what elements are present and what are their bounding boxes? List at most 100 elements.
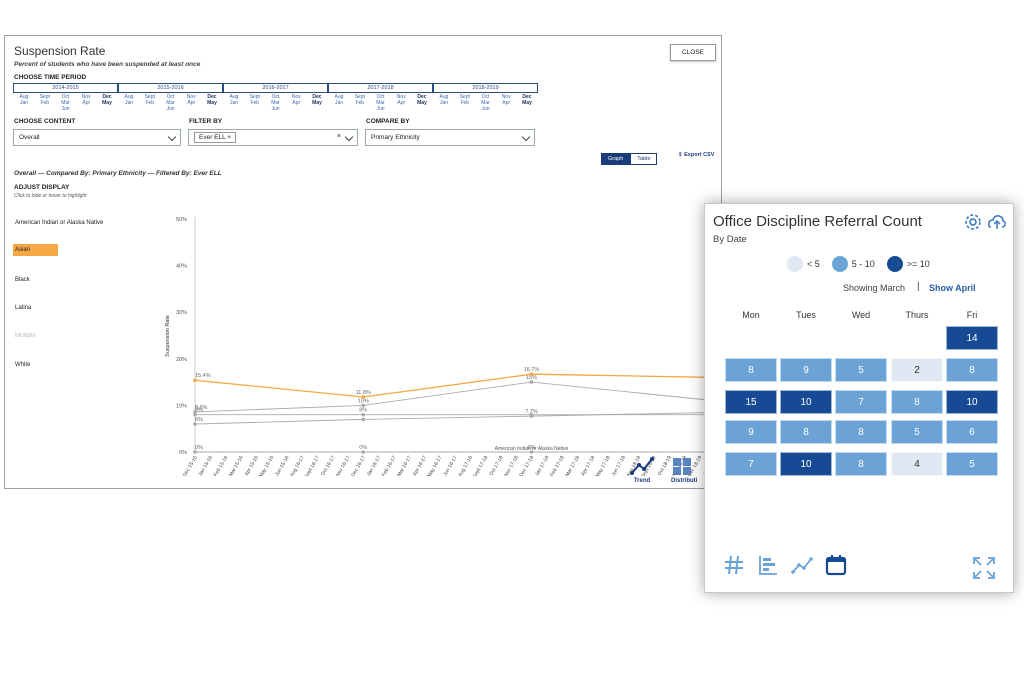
- referral-legend: < 5 5 - 10 >= 10: [787, 256, 942, 272]
- calendar-day-cell[interactable]: 8: [891, 390, 943, 414]
- data-label: 16.7%: [524, 367, 540, 373]
- period-year-button[interactable]: 2016-2017: [223, 83, 328, 93]
- period-months: Aug Jan Sept Feb Oct Mar Jun Nov Apr Dec May: [328, 93, 433, 112]
- month-option[interactable]: Aug Jan: [439, 94, 449, 106]
- month-option[interactable]: Dec May: [102, 94, 112, 106]
- gear-icon[interactable]: [963, 212, 983, 232]
- legend-multiple[interactable]: Multiple: [15, 333, 36, 339]
- month-option[interactable]: Sept Feb: [459, 94, 470, 106]
- calendar-day-cell[interactable]: 10: [946, 390, 998, 414]
- clear-filter-icon[interactable]: ×: [336, 133, 341, 140]
- data-point: [529, 450, 534, 454]
- month-option[interactable]: Aug Jan: [229, 94, 239, 106]
- month-option[interactable]: Oct Mar Jun: [376, 94, 385, 112]
- export-csv-button[interactable]: ⇪ Export CSV: [678, 152, 714, 158]
- data-point: [193, 422, 197, 426]
- month-option[interactable]: Aug Jan: [124, 94, 134, 106]
- bar-chart-icon[interactable]: [757, 554, 779, 576]
- month-option[interactable]: Sept Feb: [249, 94, 260, 106]
- calendar-day-cell[interactable]: 9: [725, 420, 777, 444]
- data-label: 0%: [195, 445, 203, 451]
- distribution-view-button[interactable]: Distributi: [671, 456, 697, 484]
- calendar-day-cell[interactable]: 6: [946, 420, 998, 444]
- month-option[interactable]: Nov Apr: [501, 94, 511, 106]
- filter-chip[interactable]: Ever ELL ×: [194, 132, 237, 143]
- month-option[interactable]: Nov Apr: [396, 94, 406, 106]
- calendar-day-cell[interactable]: 7: [725, 452, 777, 476]
- period-year-button[interactable]: 2018-2019: [433, 83, 538, 93]
- trend-view-button[interactable]: Trend: [628, 456, 656, 484]
- calendar-day-cell[interactable]: 5: [891, 420, 943, 444]
- calendar-day-cell[interactable]: 7: [835, 390, 887, 414]
- period-months: Aug Jan Sept Feb Oct Mar Jun Nov Apr Dec May: [118, 93, 223, 112]
- show-next-month-link[interactable]: Show April: [929, 283, 976, 293]
- day-header-wed: Wed: [851, 310, 871, 320]
- month-option[interactable]: Aug Jan: [334, 94, 344, 106]
- legend-american-indian[interactable]: American Indian or Alaska Native: [15, 220, 104, 226]
- calendar-day-cell[interactable]: 2: [891, 358, 943, 382]
- calendar-icon[interactable]: [825, 554, 847, 576]
- showing-month: Showing March: [843, 283, 906, 293]
- month-option[interactable]: Sept Feb: [354, 94, 365, 106]
- x-tick-label: Aug 17-18: [457, 455, 474, 476]
- month-option[interactable]: Dec May: [207, 94, 217, 106]
- month-option[interactable]: Oct Mar Jun: [481, 94, 490, 112]
- x-tick-label: Dec 16-17: [350, 455, 367, 476]
- calendar-day-cell[interactable]: 14: [946, 326, 998, 350]
- calendar-day-cell[interactable]: 4: [891, 452, 943, 476]
- legend-black[interactable]: Black: [15, 277, 30, 283]
- month-option[interactable]: Nov Apr: [186, 94, 196, 106]
- legend-white[interactable]: White: [15, 362, 31, 368]
- x-tick-label: Mar 16-17: [396, 455, 413, 476]
- month-option[interactable]: Dec May: [522, 94, 532, 106]
- calendar-day-cell[interactable]: 10: [780, 452, 832, 476]
- hash-icon[interactable]: [723, 554, 745, 576]
- distribution-label: Distributi: [671, 478, 698, 484]
- month-option[interactable]: Oct Mar Jun: [61, 94, 70, 112]
- table-toggle[interactable]: Table: [630, 153, 658, 165]
- calendar-day-cell[interactable]: 15: [725, 390, 777, 414]
- calendar-day-cell[interactable]: 8: [780, 420, 832, 444]
- graph-toggle[interactable]: Graph: [601, 153, 631, 165]
- x-tick-label: May 15-16: [258, 455, 275, 476]
- legend-latina[interactable]: Latina: [15, 305, 32, 311]
- calendar-day-cell[interactable]: 5: [835, 358, 887, 382]
- period-year-button[interactable]: 2014-2015: [13, 83, 118, 93]
- calendar-day-cell[interactable]: 10: [780, 390, 832, 414]
- legend-asian[interactable]: Asian: [13, 244, 58, 256]
- close-button[interactable]: CLOSE: [670, 44, 716, 61]
- month-option[interactable]: Dec May: [312, 94, 322, 106]
- calendar-day-cell[interactable]: 5: [946, 452, 998, 476]
- month-option[interactable]: Sept Feb: [39, 94, 50, 106]
- period-year-button[interactable]: 2015-2016: [118, 83, 223, 93]
- month-option[interactable]: Nov Apr: [291, 94, 301, 106]
- trend-line-icon[interactable]: [791, 554, 813, 576]
- month-option[interactable]: Oct Mar Jun: [271, 94, 280, 112]
- period-year-button[interactable]: 2017-2018: [328, 83, 433, 93]
- calendar-day-cell[interactable]: 9: [780, 358, 832, 382]
- y-tick-label: 10%: [176, 403, 187, 409]
- calendar-day-cell[interactable]: 8: [946, 358, 998, 382]
- chevron-down-icon: [167, 132, 177, 142]
- period-2018-2019: 2018-2019 Aug Jan Sept Feb Oct Mar Jun Nov Apr Dec…: [433, 83, 538, 112]
- calendar-day-cell[interactable]: 8: [835, 420, 887, 444]
- calendar-day-cell[interactable]: 8: [725, 358, 777, 382]
- x-tick-label: Aug 16-17: [289, 455, 306, 476]
- chip-close-icon[interactable]: ×: [227, 134, 232, 141]
- expand-icon[interactable]: [972, 556, 996, 580]
- export-icon: ⇪: [678, 152, 683, 158]
- cloud-upload-icon[interactable]: [987, 212, 1007, 232]
- content-select[interactable]: Overall: [13, 129, 181, 146]
- month-option[interactable]: Aug Jan: [19, 94, 29, 106]
- calendar-day-cell[interactable]: 8: [835, 452, 887, 476]
- legend-low-label: < 5: [807, 259, 820, 269]
- data-point: [193, 410, 197, 414]
- view-switcher: [723, 554, 847, 576]
- month-option[interactable]: Sept Feb: [144, 94, 155, 106]
- month-option[interactable]: Nov Apr: [81, 94, 91, 106]
- filter-select[interactable]: Ever ELL × ×: [188, 129, 358, 146]
- data-label: 8%: [195, 408, 203, 414]
- month-option[interactable]: Oct Mar Jun: [166, 94, 175, 112]
- month-option[interactable]: Dec May: [417, 94, 427, 106]
- compare-select[interactable]: Primary Ethnicity: [365, 129, 535, 146]
